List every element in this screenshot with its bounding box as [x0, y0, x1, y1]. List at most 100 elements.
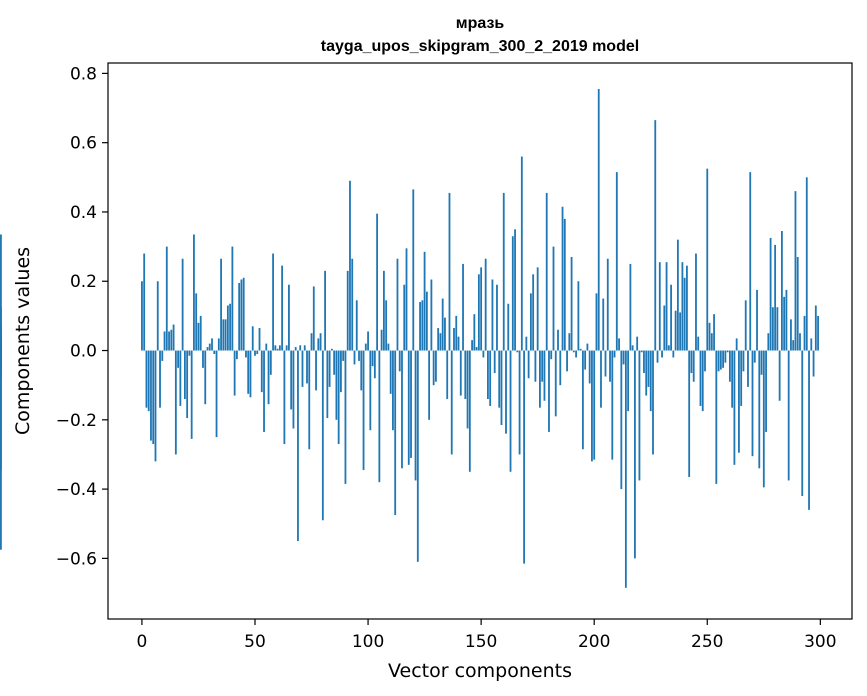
bar-287	[790, 319, 792, 351]
bar-228	[656, 350, 659, 363]
bar-40	[231, 246, 234, 351]
y-tick-label: −0.6	[56, 549, 97, 569]
bar-78	[317, 338, 320, 351]
bar-128	[430, 279, 433, 351]
bar-98	[362, 350, 365, 471]
bar-276	[765, 350, 767, 432]
bar-132	[439, 333, 442, 351]
bar-237	[676, 239, 679, 351]
bar-67	[292, 350, 295, 429]
bar-178	[543, 350, 546, 401]
bar-213	[622, 350, 625, 365]
bar-295	[808, 350, 810, 510]
bar-164	[511, 236, 514, 351]
bar-51	[256, 350, 259, 354]
bar-280	[774, 244, 777, 351]
bar-20	[186, 350, 189, 419]
bar-125	[423, 251, 426, 351]
bar-113	[396, 258, 399, 351]
bar-191	[572, 350, 575, 353]
bar-46	[245, 350, 247, 358]
bar-120	[412, 189, 415, 351]
bar-6	[154, 350, 157, 462]
bar-260	[728, 350, 731, 382]
bar-65	[288, 284, 290, 351]
bar-230	[661, 350, 663, 358]
bar-224	[647, 350, 650, 387]
bar-53	[260, 350, 263, 393]
bar-96	[358, 350, 360, 361]
bar-194	[579, 348, 582, 351]
y-axis-label: Components values	[12, 247, 34, 435]
bar-258	[724, 350, 727, 363]
bar-257	[722, 350, 725, 368]
bar-212	[620, 350, 623, 490]
bar-253	[713, 314, 715, 351]
bar-54	[263, 350, 265, 432]
bar-undefined	[0, 350, 2, 374]
bar-156	[493, 350, 496, 374]
bar-66	[290, 350, 293, 410]
bar-42	[236, 350, 238, 360]
bar-211	[618, 338, 620, 351]
bar-115	[401, 350, 403, 469]
bar-59	[274, 345, 277, 351]
bar-209	[613, 350, 616, 358]
bar-269	[749, 172, 752, 351]
y-tick-label: −0.2	[56, 411, 97, 431]
bar-23	[193, 234, 195, 351]
bar-57	[269, 350, 272, 375]
bar-175	[536, 267, 539, 351]
bar-141	[459, 350, 462, 396]
bar-282	[778, 350, 781, 401]
bar-252	[710, 333, 713, 351]
bar-32	[213, 350, 216, 354]
bar-210	[615, 172, 618, 351]
bar-247	[699, 350, 702, 406]
bar-270	[751, 350, 754, 457]
bar-126	[425, 291, 428, 351]
bar-90	[344, 350, 347, 484]
x-tick-label: 300	[804, 632, 836, 652]
bar-99	[364, 343, 367, 351]
bar-76	[312, 286, 315, 351]
bar-223	[645, 350, 648, 396]
bar-104	[376, 213, 379, 351]
bar-284	[783, 296, 786, 351]
bar-159	[500, 350, 503, 426]
bar-294	[805, 177, 808, 351]
bar-299	[817, 315, 819, 351]
bar-196	[584, 350, 587, 370]
bar-158	[498, 350, 501, 408]
bar-177	[541, 350, 544, 382]
bar-117	[405, 248, 408, 351]
bar-190	[570, 256, 573, 351]
bar-233	[667, 345, 670, 351]
bar-45	[242, 277, 245, 351]
bar-240	[683, 277, 686, 351]
bar-148	[475, 347, 478, 351]
y-tick-label: 0.6	[70, 134, 97, 154]
bar-217	[631, 345, 634, 351]
bar-200	[593, 350, 596, 460]
bar-92	[349, 180, 351, 351]
bar-37	[224, 319, 227, 351]
bar-77	[315, 350, 317, 391]
bar-36	[222, 319, 225, 351]
bar-131	[437, 328, 440, 351]
bar-279	[771, 307, 774, 351]
bar-31	[211, 338, 213, 351]
bar-149	[477, 274, 480, 351]
bar-219	[636, 336, 639, 351]
x-tick-label: 100	[352, 632, 384, 652]
bar-150	[480, 267, 483, 351]
bar-165	[514, 229, 516, 351]
bar-188	[566, 350, 568, 372]
bar-293	[803, 315, 806, 351]
bar-79	[319, 333, 322, 351]
bar-122	[416, 350, 419, 562]
bar-136	[448, 192, 451, 351]
bar-203	[600, 350, 602, 408]
bar-86	[335, 350, 338, 420]
bar-24	[195, 293, 198, 351]
